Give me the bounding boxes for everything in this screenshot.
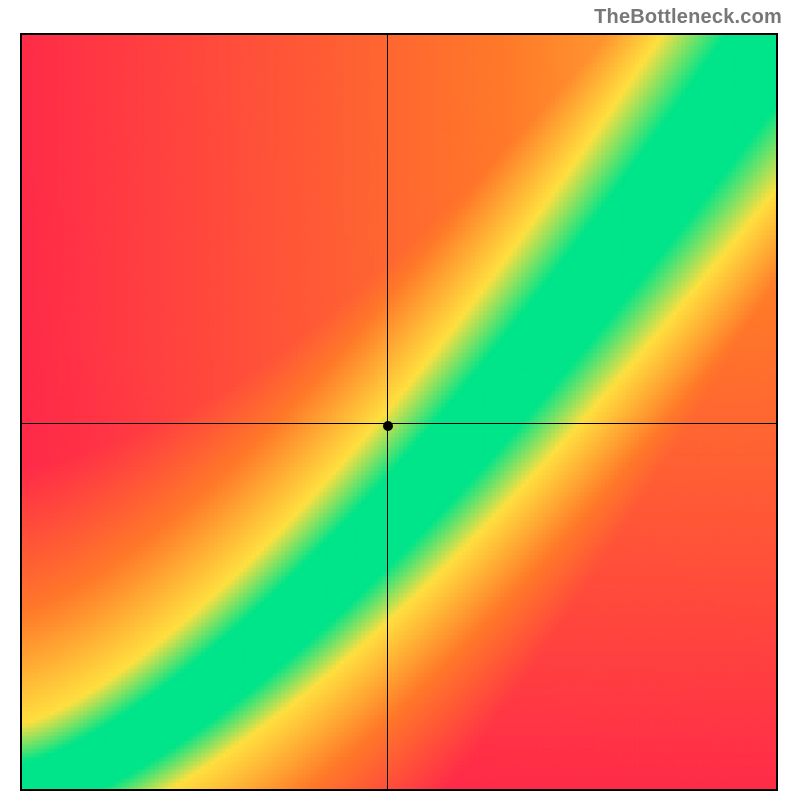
watermark-text: TheBottleneck.com bbox=[594, 6, 782, 29]
plot-frame bbox=[20, 33, 778, 791]
chart-container: TheBottleneck.com bbox=[0, 0, 800, 800]
heatmap-canvas bbox=[20, 33, 778, 791]
